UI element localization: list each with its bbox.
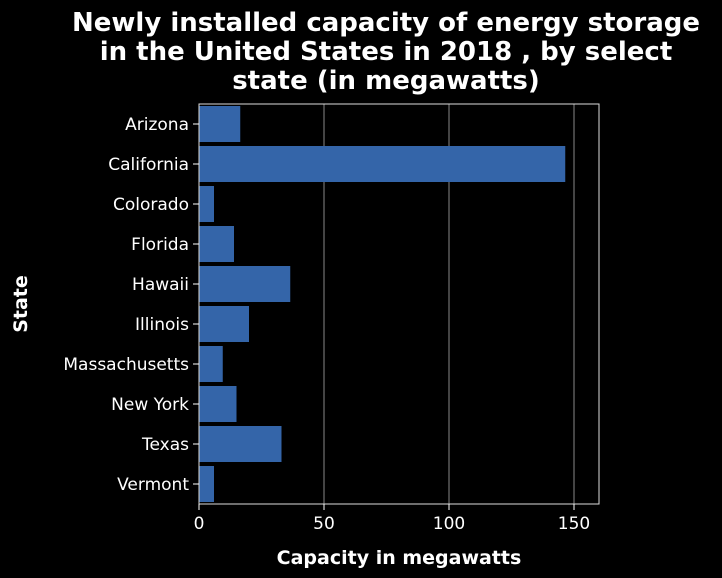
chart-title-line-2: in the United States in 2018 , by select — [100, 37, 673, 67]
y-tick-label-florida: Florida — [131, 235, 189, 255]
x-axis-title: Capacity in megawatts — [277, 547, 522, 569]
bar-massachusetts — [199, 346, 223, 382]
bar-vermont — [199, 466, 214, 502]
y-tick-label-colorado: Colorado — [113, 195, 189, 215]
bar-florida — [199, 226, 234, 262]
x-tick-label-0: 0 — [194, 514, 205, 534]
y-tick-label-hawaii: Hawaii — [132, 275, 189, 295]
y-axis-ticks: Arizona California Colorado Florida Hawaii Il… — [63, 115, 199, 495]
x-tick-label-1: 50 — [313, 514, 335, 534]
bar-colorado — [199, 186, 214, 222]
bar-new-york — [199, 386, 237, 422]
bar-texas — [199, 426, 282, 462]
chart-title-line-3: state (in megawatts) — [232, 66, 540, 96]
x-tick-label-2: 100 — [433, 514, 465, 534]
y-tick-label-illinois: Illinois — [135, 315, 189, 335]
y-tick-label-vermont: Vermont — [117, 475, 189, 495]
bars — [199, 106, 566, 502]
y-tick-label-texas: Texas — [141, 435, 189, 455]
chart-title-line-1: Newly installed capacity of energy stora… — [72, 8, 700, 38]
bar-hawaii — [199, 266, 291, 302]
x-tick-label-3: 150 — [558, 514, 590, 534]
y-tick-label-california: California — [108, 155, 189, 175]
y-tick-label-massachusetts: Massachusetts — [63, 355, 189, 375]
x-axis-ticks: 0 50 100 150 — [194, 504, 590, 534]
bar-arizona — [199, 106, 241, 142]
plot-frame — [198, 103, 600, 505]
bar-california — [199, 146, 566, 182]
y-axis-title: State — [10, 275, 32, 333]
y-tick-label-new-york: New York — [111, 395, 189, 415]
bar-illinois — [199, 306, 249, 342]
y-tick-label-arizona: Arizona — [125, 115, 189, 135]
chart-title: Newly installed capacity of energy stora… — [72, 8, 700, 96]
